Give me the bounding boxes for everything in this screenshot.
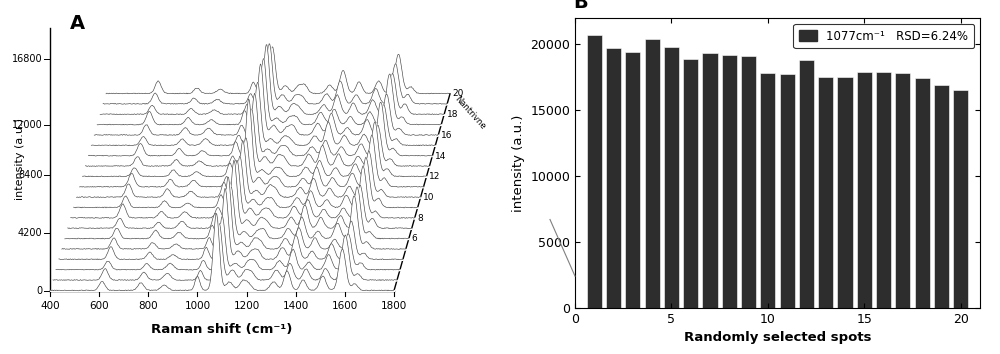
Text: 8: 8 <box>417 214 423 223</box>
Y-axis label: intensity (a.u.): intensity (a.u.) <box>512 114 525 212</box>
Text: 20: 20 <box>452 89 464 98</box>
Text: 8400: 8400 <box>18 170 42 180</box>
Bar <box>741 56 756 308</box>
Text: 16800: 16800 <box>12 54 42 64</box>
Bar <box>664 47 679 308</box>
Bar <box>953 90 968 308</box>
Bar <box>895 73 910 308</box>
Text: 1000: 1000 <box>184 301 210 312</box>
Bar <box>818 77 833 308</box>
Bar <box>625 52 640 308</box>
Bar <box>799 60 814 308</box>
Legend: 1077cm⁻¹   RSD=6.24%: 1077cm⁻¹ RSD=6.24% <box>793 24 974 48</box>
X-axis label: Randomly selected spots: Randomly selected spots <box>684 331 871 344</box>
Text: 1800: 1800 <box>381 301 407 312</box>
Bar <box>857 72 872 308</box>
Bar <box>587 35 602 308</box>
Bar <box>837 77 853 308</box>
Text: A: A <box>70 14 85 33</box>
Text: 1200: 1200 <box>233 301 260 312</box>
Bar <box>702 53 718 308</box>
Text: Raman shift (cm⁻¹): Raman shift (cm⁻¹) <box>151 322 293 336</box>
Text: 0: 0 <box>36 286 42 296</box>
Text: 1600: 1600 <box>332 301 358 312</box>
Text: 10: 10 <box>423 193 435 202</box>
Text: Nantrivne: Nantrivne <box>453 95 487 132</box>
Bar <box>780 74 795 308</box>
Bar <box>683 59 698 308</box>
Text: 18: 18 <box>447 110 458 119</box>
Bar <box>606 48 621 308</box>
Bar <box>915 78 930 308</box>
Bar <box>934 85 949 308</box>
Text: 16: 16 <box>441 131 452 140</box>
Text: 1400: 1400 <box>283 301 309 312</box>
Text: 4200: 4200 <box>18 228 42 238</box>
Text: 12: 12 <box>429 172 440 181</box>
Text: 400: 400 <box>40 301 60 312</box>
Bar <box>645 39 660 308</box>
Text: 6: 6 <box>411 234 417 244</box>
Text: 600: 600 <box>89 301 109 312</box>
Text: intensity (a.u.): intensity (a.u.) <box>15 118 25 200</box>
Bar <box>760 73 775 308</box>
Text: 800: 800 <box>138 301 158 312</box>
Text: 12000: 12000 <box>12 120 42 130</box>
Text: B: B <box>573 0 588 12</box>
Bar <box>876 72 891 308</box>
Bar <box>722 55 737 308</box>
Text: 14: 14 <box>435 152 446 161</box>
